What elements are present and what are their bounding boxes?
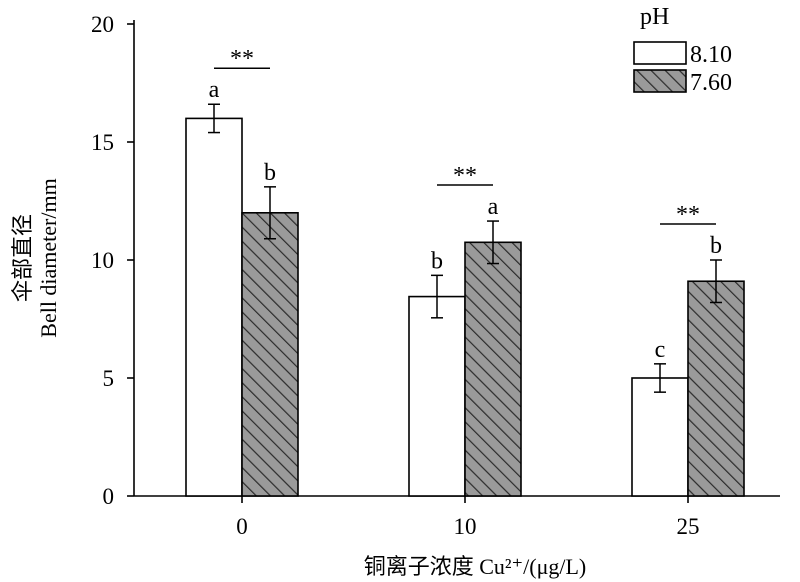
y-tick-label: 20 <box>91 12 114 37</box>
significance-letter: a <box>488 194 499 220</box>
legend-title: pH <box>640 4 669 30</box>
bar-ph-8-10-cu-10 <box>408 295 466 497</box>
legend-label-ph-8-10: 8.10 <box>690 42 732 68</box>
bar-ph-7-60-cu-10 <box>464 241 522 497</box>
legend: pH 8.10 7.60 <box>633 4 732 96</box>
y-tick-label: 10 <box>91 248 114 273</box>
significance-letter: c <box>655 337 666 363</box>
legend-swatch-ph-7-60 <box>633 69 687 93</box>
y-axis-title-english: Bell diameter/mm <box>36 178 61 337</box>
legend-swatch-ph-8-10 <box>633 41 687 65</box>
y-tick-label: 15 <box>91 130 114 155</box>
x-tick-label: 10 <box>454 514 477 539</box>
significance-marker: ** <box>453 163 477 189</box>
bar-ph-7-60-cu-0 <box>241 212 299 497</box>
legend-label-ph-7-60: 7.60 <box>690 70 732 96</box>
significance-marker: ** <box>230 46 254 72</box>
significance-letter: b <box>710 233 722 259</box>
significance-letter: b <box>264 160 276 186</box>
x-axis-title: 铜离子浓度 Cu²⁺/(μg/L) <box>364 554 587 579</box>
significance-letter: a <box>209 77 220 103</box>
y-tick-label: 5 <box>103 366 115 391</box>
bar-ph-8-10-cu-25 <box>631 377 689 497</box>
x-tick-label: 0 <box>236 514 248 539</box>
x-tick-label: 25 <box>677 514 700 539</box>
y-tick-label: 0 <box>103 484 115 509</box>
bar-ph-7-60-cu-25 <box>687 280 745 497</box>
significance-letter: b <box>431 248 443 274</box>
plot-area: 0 5 10 15 20 0 10 25 a b c b a b ** ** ** <box>91 12 780 539</box>
y-axis-title-chinese: 伞部直径 <box>10 214 35 302</box>
significance-marker: ** <box>676 202 700 228</box>
bar-ph-8-10-cu-0 <box>185 117 243 497</box>
